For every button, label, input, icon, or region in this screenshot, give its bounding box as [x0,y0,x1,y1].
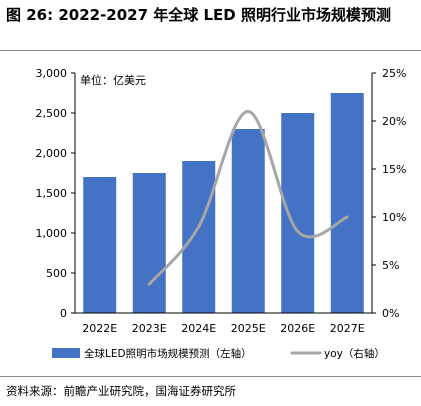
right-axis-tick-label: 0% [382,307,399,320]
left-axis-tick-label: 1,500 [36,187,68,200]
x-axis-tick-label: 2027E [330,322,365,335]
figure-title: 图 26: 2022-2027 年全球 LED 照明行业市场规模预测 [6,6,391,24]
bar [83,177,117,313]
right-axis-tick-label: 20% [382,115,406,128]
left-axis-tick-label: 3,000 [36,67,68,80]
source-divider [0,376,421,377]
x-axis-tick-label: 2022E [82,322,117,335]
source-note: 资料来源：前瞻产业研究院，国海证券研究所 [6,384,236,398]
x-axis-tick-label: 2023E [132,322,167,335]
bar [132,173,166,313]
title-divider [0,50,421,51]
right-axis-tick-label: 5% [382,259,399,272]
bar [182,161,216,313]
unit-label: 单位：亿美元 [80,74,146,87]
legend-bar-label: 全球LED照明市场规模预测（左轴） [84,347,252,360]
yoy-line [147,109,349,286]
left-axis-tick-label: 2,000 [36,147,68,160]
x-axis-tick-label: 2024E [181,322,216,335]
left-axis-tick-label: 2,500 [36,107,68,120]
left-axis-tick-label: 0 [60,307,67,320]
left-axis-tick-label: 500 [46,267,67,280]
right-axis-tick-label: 15% [382,163,406,176]
bar [231,129,265,313]
right-axis-tick-label: 25% [382,67,406,80]
bar [330,93,364,313]
x-axis-tick-label: 2026E [280,322,315,335]
bar [281,113,315,313]
legend-bar-swatch [52,348,80,358]
right-axis-tick-label: 10% [382,211,406,224]
x-axis-tick-label: 2025E [231,322,266,335]
left-axis-tick-label: 1,000 [36,227,68,240]
legend-line-label: yoy（右轴） [324,347,385,360]
